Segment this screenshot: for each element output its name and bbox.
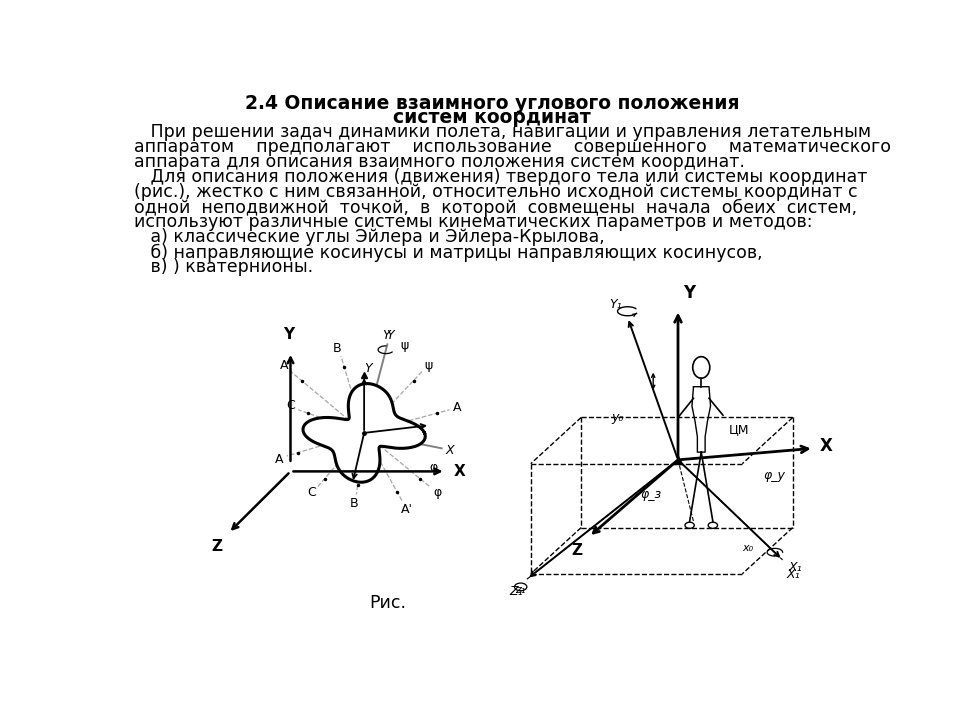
Text: X: X xyxy=(820,437,832,455)
Text: X₁: X₁ xyxy=(786,567,800,580)
Text: X₁: X₁ xyxy=(788,561,802,574)
Text: B: B xyxy=(333,342,342,355)
Text: C: C xyxy=(286,400,295,413)
Text: При решении задач динамики полета, навигации и управления летательным: При решении задач динамики полета, навиг… xyxy=(134,123,871,141)
Text: z₁: z₁ xyxy=(515,585,525,595)
Text: ЦМ: ЦМ xyxy=(729,423,749,436)
Text: Y: Y xyxy=(386,328,394,341)
Text: Y: Y xyxy=(382,329,390,342)
Text: Y: Y xyxy=(683,284,695,302)
Text: A: A xyxy=(280,359,289,372)
Text: аппаратом    предполагают    использование    совершенного    математического: аппаратом предполагают использование сов… xyxy=(134,138,891,156)
Text: φ_у: φ_у xyxy=(763,469,785,482)
Text: φ_з: φ_з xyxy=(640,488,661,501)
Text: аппарата для описания взаимного положения систем координат.: аппарата для описания взаимного положени… xyxy=(134,153,745,171)
Text: используют различные системы кинематических параметров и методов:: используют различные системы кинематичес… xyxy=(134,213,812,231)
Text: (рис.), жестко с ним связанной, относительно исходной системы координат с: (рис.), жестко с ним связанной, относите… xyxy=(134,184,857,202)
Text: φ: φ xyxy=(430,461,438,474)
Text: y₀: y₀ xyxy=(612,411,624,424)
Text: Для описания положения (движения) твердого тела или системы координат: Для описания положения (движения) твердо… xyxy=(134,168,867,186)
Text: Y₁: Y₁ xyxy=(610,298,622,311)
Text: систем координат: систем координат xyxy=(394,108,590,127)
Text: в) ) кватернионы.: в) ) кватернионы. xyxy=(134,258,313,276)
Text: 2.4 Описание взаимного углового положения: 2.4 Описание взаимного углового положени… xyxy=(245,94,739,113)
Text: x₀: x₀ xyxy=(742,543,754,553)
Text: Z: Z xyxy=(211,539,223,554)
Text: Рис.: Рис. xyxy=(369,593,406,611)
Text: A: A xyxy=(275,454,283,467)
Text: Y: Y xyxy=(364,362,372,376)
Text: Z₁: Z₁ xyxy=(510,585,523,598)
Text: X: X xyxy=(453,464,465,479)
Text: A': A' xyxy=(400,503,413,516)
Text: Z: Z xyxy=(571,543,583,558)
Text: одной  неподвижной  точкой,  в  которой  совмещены  начала  обеих  систем,: одной неподвижной точкой, в которой совм… xyxy=(134,199,857,217)
Text: A: A xyxy=(453,401,462,414)
Text: X: X xyxy=(445,444,454,457)
Text: ψ: ψ xyxy=(400,339,409,352)
Polygon shape xyxy=(303,384,425,482)
Text: C: C xyxy=(307,487,316,500)
Text: а) классические углы Эйлера и Эйлера-Крылова,: а) классические углы Эйлера и Эйлера-Кры… xyxy=(134,228,605,246)
Text: B: B xyxy=(349,498,358,510)
Text: Y: Y xyxy=(282,327,294,342)
Text: ψ: ψ xyxy=(424,359,433,372)
Text: б) направляющие косинусы и матрицы направляющих косинусов,: б) направляющие косинусы и матрицы напра… xyxy=(134,243,762,261)
Text: φ: φ xyxy=(434,487,442,500)
